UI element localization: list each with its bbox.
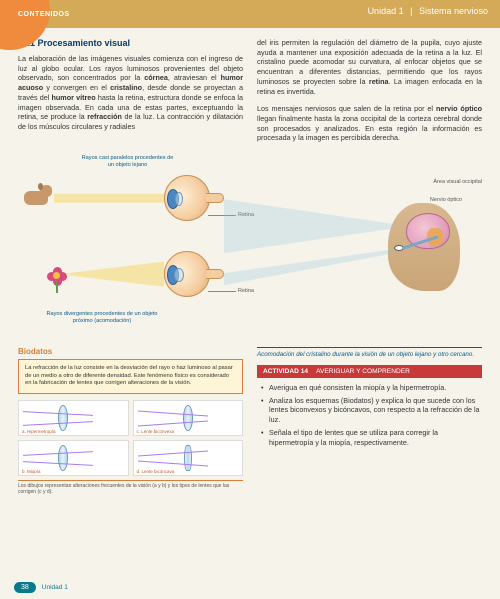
head-profile <box>388 203 472 307</box>
ray-to-head-2 <box>224 245 394 285</box>
section-title: 11.1 Procesamiento visual <box>18 38 243 48</box>
lens-cell-c: c. Lente biconvexa <box>133 400 244 436</box>
activity-item: Analiza los esquemas (Biodatos) y explic… <box>261 396 482 425</box>
header-bar: CONTENIDOS Unidad 1 | Sistema nervioso <box>0 0 500 28</box>
eye-top <box>164 175 210 221</box>
caption-parallel-rays: Rayos casi paralelos procedentes de un o… <box>80 155 175 168</box>
caption-divergent-rays: Rayos divergentes procedentes de un obje… <box>42 311 162 324</box>
biodatos-title: Biodatos <box>18 347 243 356</box>
biodatos-footnote: Los dibujos representan alteraciones fre… <box>18 480 243 496</box>
para-right-1: del iris permiten la regulación del diám… <box>257 38 482 96</box>
biodatos-panel: Biodatos La refracción de la luz consist… <box>18 347 243 495</box>
ray-divergent <box>66 253 164 295</box>
topic-label: Sistema nervioso <box>419 6 488 16</box>
unit-label: Unidad 1 <box>368 6 404 16</box>
near-object-icon <box>46 265 68 287</box>
para-left: La elaboración de las imágenes visuales … <box>18 54 243 132</box>
lens-label-a: a. Hipermetropía <box>22 429 56 434</box>
eye-diagram: Rayos casi paralelos procedentes de un o… <box>18 153 482 343</box>
page-number: 38 <box>14 582 36 593</box>
eye-bottom <box>164 251 210 297</box>
lens-cell-b: b. Miopía <box>18 440 129 476</box>
text-columns: 11.1 Procesamiento visual La elaboración… <box>18 38 482 151</box>
activity-number: ACTIVIDAD 14 <box>263 368 308 375</box>
activity-list: Averigua en qué consisten la miopía y la… <box>257 383 482 447</box>
biodatos-text: La refracción de la luz consiste en la d… <box>18 359 243 394</box>
occipital-label: Área visual occipital <box>412 179 482 185</box>
lens-label-b: b. Miopía <box>22 469 41 474</box>
retina-line-2 <box>208 291 236 292</box>
activity-subtitle: AVERIGUAR Y COMPRENDER <box>316 368 410 375</box>
para-right-2: Los mensajes nerviosos que salen de la r… <box>257 104 482 143</box>
distant-object-icon <box>20 181 54 207</box>
activity-item: Señala el tipo de lentes que se utiliza … <box>261 428 482 447</box>
retina-label-2: Retina <box>238 288 254 294</box>
header-breadcrumb: Unidad 1 | Sistema nervioso <box>368 6 488 16</box>
lens-grid: a. Hipermetropía c. Lente biconvexa b. M… <box>18 400 243 476</box>
ray-parallel <box>54 183 164 213</box>
contents-label: CONTENIDOS <box>18 11 70 18</box>
lens-label-d: d. Lente bicóncava <box>137 469 175 474</box>
activity-item: Averigua en qué consisten la miopía y la… <box>261 383 482 393</box>
activity-header: ACTIVIDAD 14 AVERIGUAR Y COMPRENDER <box>257 365 482 378</box>
lens-cell-a: a. Hipermetropía <box>18 400 129 436</box>
ray-to-head-1 <box>224 199 394 253</box>
lens-cell-d: d. Lente bicóncava <box>133 440 244 476</box>
separator: | <box>410 6 412 16</box>
lens-label-c: c. Lente biconvexa <box>137 429 175 434</box>
page-footer: 38 Unidad 1 <box>14 582 68 593</box>
footer-unit: Unidad 1 <box>42 584 68 591</box>
accommodation-caption: Acomodación del cristalino durante la vi… <box>257 347 482 359</box>
